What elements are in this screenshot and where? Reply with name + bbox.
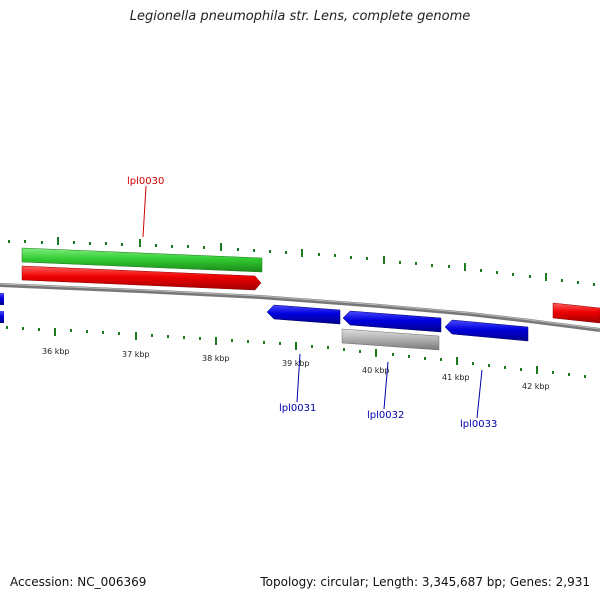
upper-tick-track xyxy=(8,237,595,286)
tick-label-40: 40 kbp xyxy=(362,366,390,375)
gene-label-lpl0031[interactable]: lpl0031 xyxy=(279,403,316,414)
accession-text: Accession: NC_006369 xyxy=(10,575,147,589)
gene-left-edge-arrow-lower[interactable] xyxy=(0,311,4,323)
leader-line-lpl0033 xyxy=(476,369,483,419)
tick-label-37: 37 kbp xyxy=(122,350,150,359)
gene-lpl0031-arrow[interactable] xyxy=(266,304,341,325)
map-title: Legionella pneumophila str. Lens, comple… xyxy=(129,9,471,24)
gene-left-edge-arrow-upper[interactable] xyxy=(0,293,4,305)
genome-backbone xyxy=(0,283,600,332)
genome-backbone-highlight xyxy=(0,283,600,330)
lower-tick-track xyxy=(6,326,586,378)
tick-label-41: 41 kbp xyxy=(442,373,470,382)
leader-line-lpl0030 xyxy=(142,185,147,238)
tick-labels: 36 kbp 37 kbp 38 kbp 39 kbp 40 kbp 41 kb… xyxy=(42,347,550,391)
gene-label-lpl0032[interactable]: lpl0032 xyxy=(367,410,404,421)
tick-label-38: 38 kbp xyxy=(202,354,230,363)
gene-label-lpl0033[interactable]: lpl0033 xyxy=(460,419,497,430)
gene-lpl0033-arrow[interactable] xyxy=(444,319,529,342)
gene-right-edge-arrow[interactable] xyxy=(552,302,600,324)
leader-line-lpl0032 xyxy=(383,361,389,410)
gene-label-lpl0030[interactable]: lpl0030 xyxy=(127,176,164,187)
gene-lpl0030-arrow[interactable] xyxy=(21,265,262,291)
gene-lpl0032-arrow[interactable] xyxy=(342,310,442,333)
tick-label-36: 36 kbp xyxy=(42,347,70,356)
tick-label-42: 42 kbp xyxy=(522,382,550,391)
gray-feature-bar[interactable] xyxy=(341,328,440,351)
green-feature-bar[interactable] xyxy=(21,247,263,273)
genome-summary-text: Topology: circular; Length: 3,345,687 bp… xyxy=(260,575,590,589)
tick-label-39: 39 kbp xyxy=(282,359,310,368)
leader-line-lpl0031 xyxy=(296,353,301,403)
